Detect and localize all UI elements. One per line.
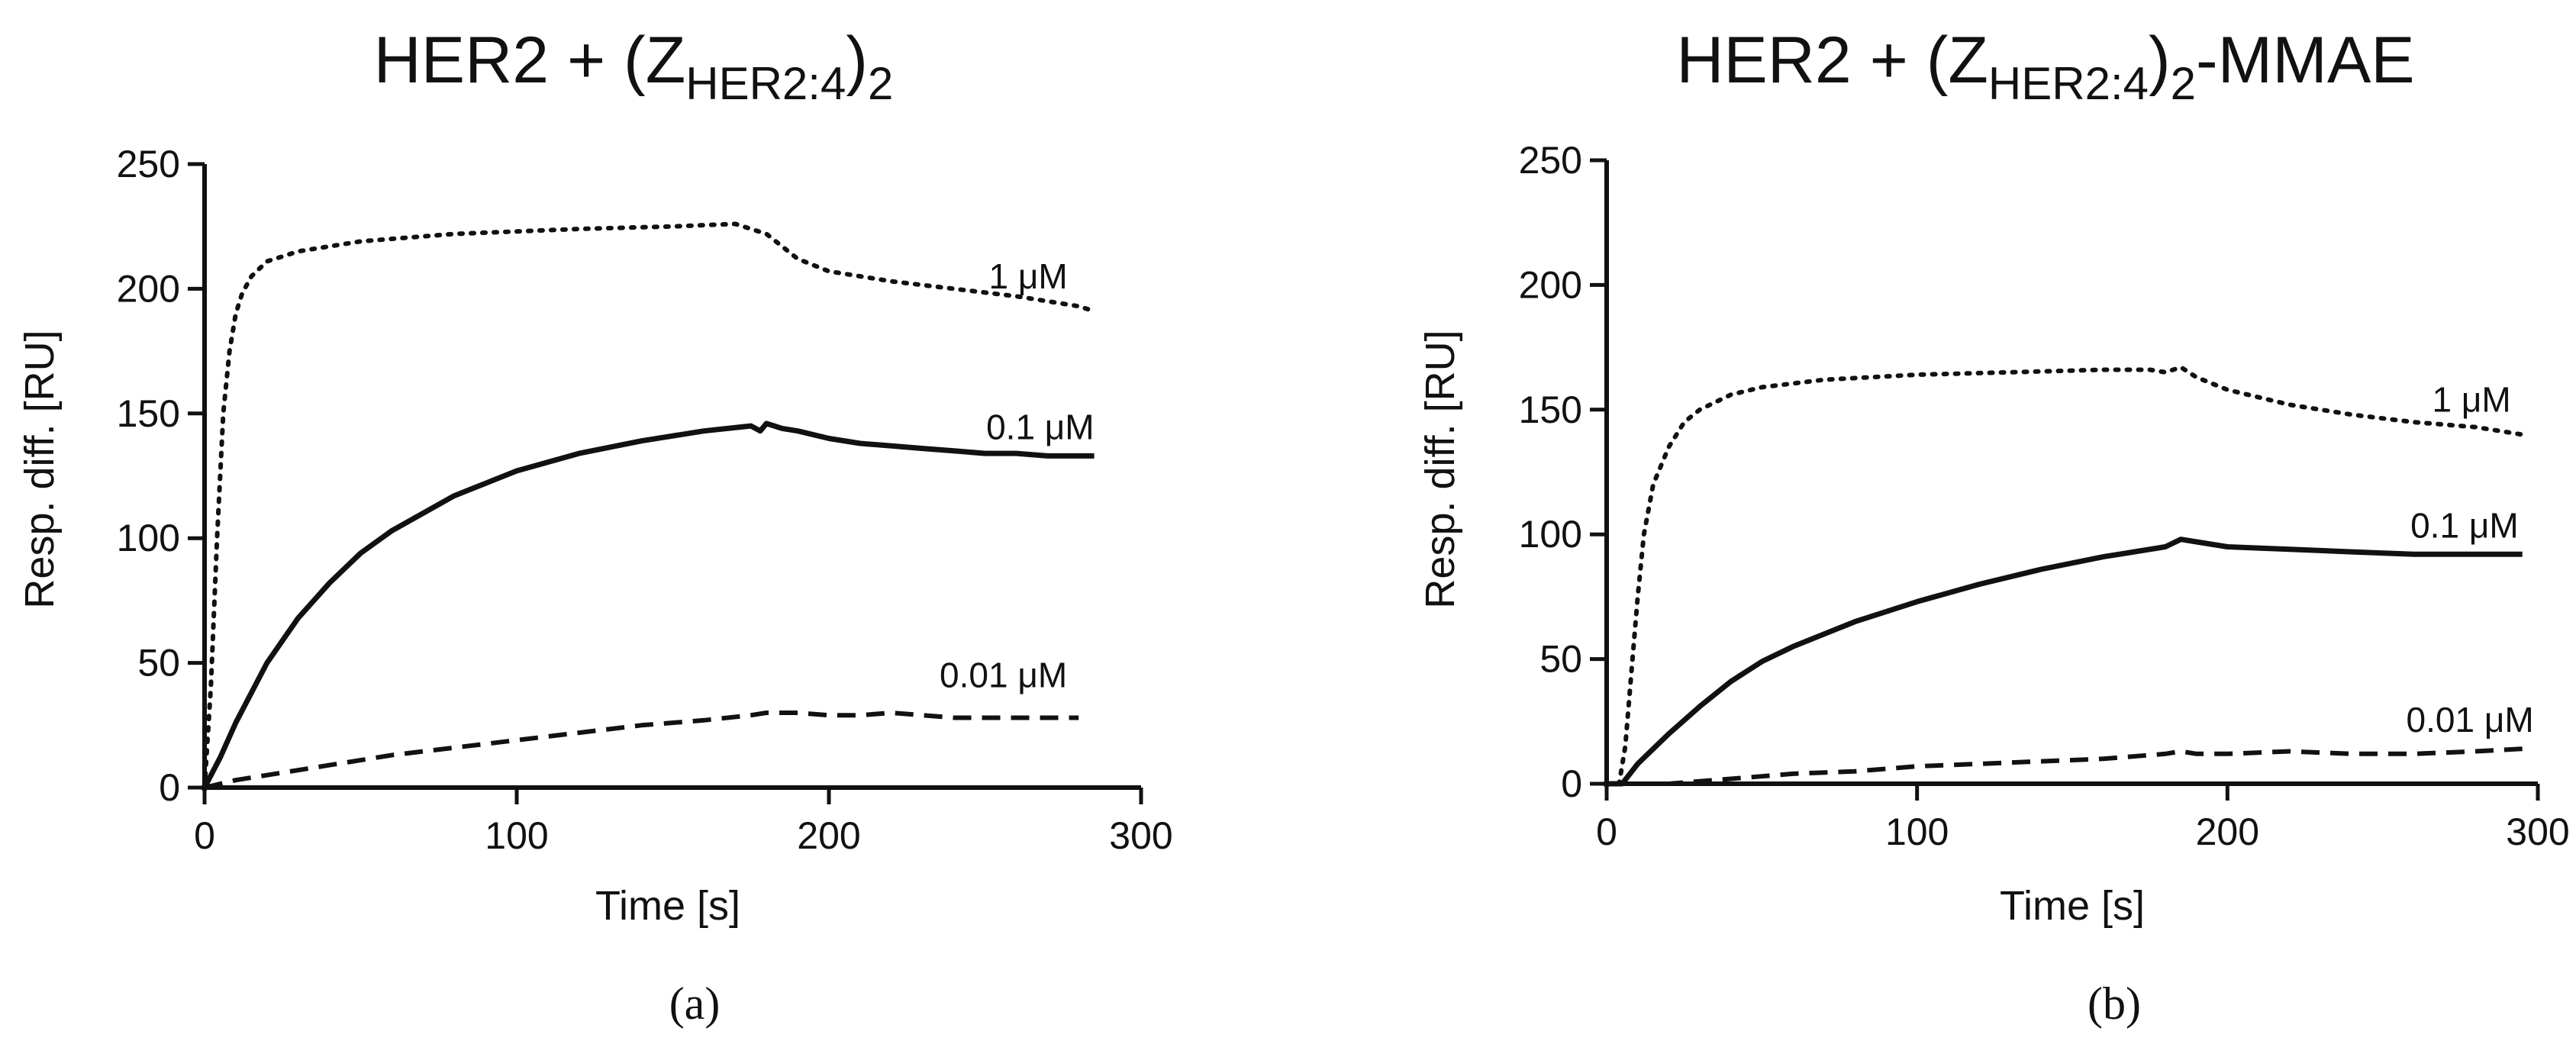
chart-panel-b: HER2 + (ZHER2:4)2-MMAE Resp. diff. [RU] … xyxy=(1417,24,2570,1029)
series-label: 0.1 μM xyxy=(2410,505,2519,545)
title-suffix: -MMAE xyxy=(2196,24,2415,97)
x-tick-label: 100 xyxy=(485,814,548,857)
x-tick-label: 200 xyxy=(797,814,860,857)
x-tick-label: 0 xyxy=(194,814,215,857)
panel-label: (b) xyxy=(2088,978,2141,1029)
series-line xyxy=(204,710,1079,790)
series-line xyxy=(202,221,1097,790)
y-tick-label: 200 xyxy=(1519,263,1582,306)
title-main: HER2 + (Z xyxy=(1676,24,1988,97)
panel-label: (a) xyxy=(669,978,721,1029)
y-tick-label: 50 xyxy=(137,642,180,685)
x-tick-label: 200 xyxy=(2196,810,2259,853)
chart-title: HER2 + (ZHER2:4)2-MMAE xyxy=(1676,24,2414,109)
series-label: 1 μM xyxy=(2432,379,2510,419)
x-axis-label: Time [s] xyxy=(2000,883,2145,929)
y-tick-label: 250 xyxy=(1519,139,1582,182)
y-tick-label: 0 xyxy=(1561,762,1582,805)
y-tick-label: 100 xyxy=(117,517,180,559)
x-tick-label: 300 xyxy=(2506,810,2569,853)
y-tick-label: 150 xyxy=(117,392,180,435)
x-tick-label: 0 xyxy=(1596,810,1617,853)
title-main: HER2 + (Z xyxy=(374,24,686,97)
series-line xyxy=(202,420,1095,789)
y-axis-label: Resp. diff. [RU] xyxy=(17,330,63,608)
title-subscript-2: 2 xyxy=(2171,58,2196,109)
series-label: 0.01 μM xyxy=(940,655,1067,694)
series-label: 0.1 μM xyxy=(986,407,1095,446)
x-tick-label: 100 xyxy=(1885,810,1949,853)
title-close-paren: ) xyxy=(846,24,868,97)
y-tick-label: 100 xyxy=(1519,513,1582,556)
series-line xyxy=(1604,365,2525,786)
title-subscript: HER2:4 xyxy=(685,58,846,109)
chart-title: HER2 + (ZHER2:4)2 xyxy=(374,24,894,109)
series-line xyxy=(1607,536,2523,787)
y-axis-label: Resp. diff. [RU] xyxy=(1417,330,1463,608)
y-tick-label: 0 xyxy=(159,766,180,809)
x-axis-label: Time [s] xyxy=(595,883,740,929)
title-subscript-2: 2 xyxy=(868,58,893,109)
chart-panel-a: HER2 + (ZHER2:4)2 Resp. diff. [RU] Time … xyxy=(17,24,1173,1029)
x-tick-label: 300 xyxy=(1109,814,1172,857)
title-close-paren: ) xyxy=(2149,24,2171,97)
y-tick-label: 50 xyxy=(1539,638,1582,681)
title-subscript: HER2:4 xyxy=(1988,58,2149,109)
series-label: 0.01 μM xyxy=(2407,700,2534,740)
series-line xyxy=(1607,746,2523,786)
y-tick-label: 150 xyxy=(1519,388,1582,431)
y-tick-label: 250 xyxy=(117,143,180,185)
y-tick-label: 200 xyxy=(117,267,180,310)
series-label: 1 μM xyxy=(988,256,1067,296)
